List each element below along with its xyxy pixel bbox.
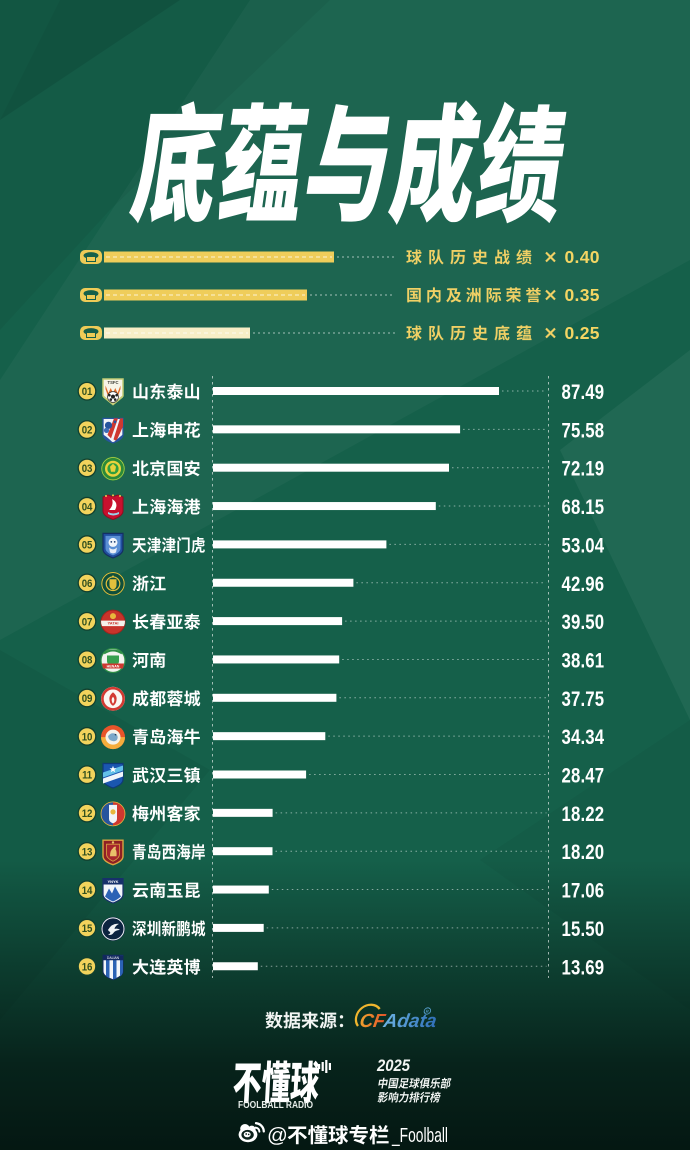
svg-text:37.75: 37.75 (562, 688, 605, 711)
svg-text:YNYK: YNYK (107, 879, 118, 884)
svg-text:15.50: 15.50 (562, 918, 605, 941)
svg-text:18.22: 18.22 (562, 803, 605, 826)
svg-text:@: @ (267, 1124, 288, 1147)
svg-text:05: 05 (82, 540, 93, 552)
svg-text:03: 03 (82, 463, 93, 475)
svg-text:YATAI: YATAI (107, 621, 118, 626)
svg-text:53.04: 53.04 (562, 535, 605, 558)
svg-text:87.49: 87.49 (562, 381, 605, 404)
svg-text:15: 15 (82, 924, 93, 936)
svg-text:18.20: 18.20 (562, 841, 605, 864)
svg-text:0.40: 0.40 (565, 247, 600, 267)
svg-text:2025: 2025 (376, 1057, 411, 1075)
svg-text:75.58: 75.58 (562, 420, 605, 443)
svg-text:14: 14 (82, 885, 93, 897)
svg-text:13: 13 (82, 847, 93, 859)
svg-text:CF: CF (358, 1011, 388, 1032)
svg-text:17.06: 17.06 (562, 880, 605, 903)
svg-text:04: 04 (82, 502, 93, 514)
svg-text:Adata: Adata (381, 1011, 438, 1032)
svg-text:0.35: 0.35 (565, 285, 600, 305)
svg-text:FOOLBALL RADIO: FOOLBALL RADIO (238, 1099, 313, 1111)
svg-text:01: 01 (82, 387, 93, 399)
svg-text:02: 02 (82, 425, 93, 437)
svg-text:42.96: 42.96 (562, 573, 605, 596)
svg-text:R: R (425, 1009, 430, 1014)
svg-text:13.69: 13.69 (562, 956, 605, 979)
svg-text:_Foolball: _Foolball (391, 1124, 448, 1147)
svg-text:39.50: 39.50 (562, 611, 605, 634)
svg-text:28.47: 28.47 (562, 765, 605, 788)
svg-text:38.61: 38.61 (562, 650, 605, 673)
svg-text:68.15: 68.15 (562, 496, 605, 519)
svg-text:72.19: 72.19 (562, 458, 605, 481)
svg-text:08: 08 (82, 655, 93, 667)
svg-text:07: 07 (82, 617, 93, 629)
svg-text:12: 12 (82, 809, 93, 821)
svg-text:DALIAN: DALIAN (107, 956, 120, 960)
svg-text:TSFC: TSFC (108, 380, 119, 385)
svg-text:09: 09 (82, 694, 93, 706)
svg-text:06: 06 (82, 578, 93, 590)
svg-text:HENAN: HENAN (107, 664, 120, 668)
svg-text:34.34: 34.34 (562, 726, 605, 749)
svg-text:11: 11 (82, 770, 92, 782)
svg-text:0.25: 0.25 (565, 323, 600, 343)
svg-text:16: 16 (82, 962, 93, 974)
svg-text:10: 10 (82, 732, 93, 744)
